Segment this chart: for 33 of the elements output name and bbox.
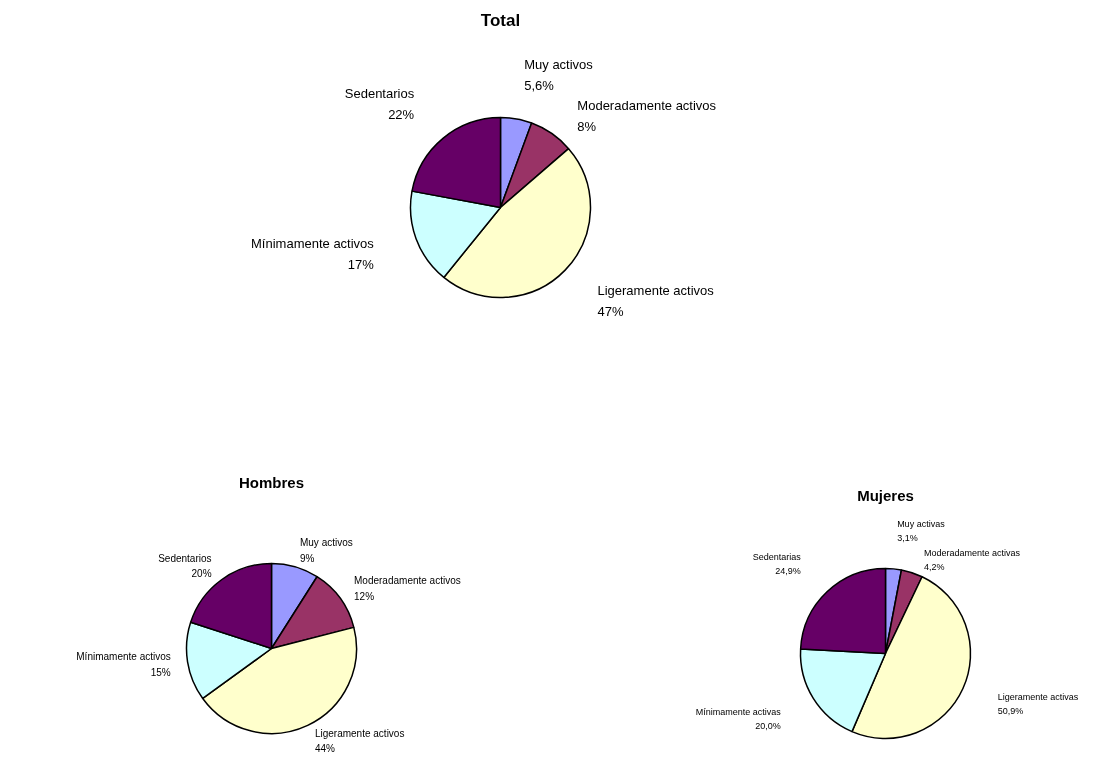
chart-title: Mujeres (857, 487, 914, 504)
slice-label: Ligeramente activos (597, 283, 715, 299)
slice-label: Mínimamente activos (251, 236, 375, 252)
slice-label: Mínimamente activos (76, 651, 171, 663)
slice-label: Muy activos (299, 537, 353, 549)
slice-label: Moderadamente activos (354, 575, 461, 587)
slice-label: Sedentarios (158, 552, 212, 564)
slice-label: Sedentarios (344, 85, 415, 101)
chart-title: Total (480, 11, 521, 30)
slice-label: Muy activos (524, 56, 594, 72)
data-label: 24,9% (775, 566, 801, 577)
data-label: 3,1% (897, 532, 918, 543)
data-label: 9% (299, 552, 315, 564)
data-label: 12% (354, 590, 375, 602)
slice-label: Sedentarias (752, 552, 802, 563)
slice-label: Moderadamente activos (577, 98, 717, 114)
data-label: 50,9% (997, 706, 1024, 717)
data-label: 17% (347, 257, 375, 273)
slice-label: Ligeramente activos (314, 727, 405, 739)
data-label: 20,0% (755, 720, 781, 731)
chart-title: Hombres (238, 474, 305, 491)
slice-label: Moderadamente activas (923, 547, 1021, 558)
data-label: 47% (597, 304, 624, 320)
data-label: 20% (191, 568, 212, 580)
data-label: 15% (150, 666, 171, 678)
data-label: 4,2% (923, 561, 945, 572)
data-label: 5,6% (524, 77, 555, 93)
data-label: 22% (388, 106, 415, 122)
data-label: 44% (314, 742, 336, 754)
slice-label: Ligeramente activas (997, 692, 1079, 703)
data-label: 8% (577, 119, 597, 135)
slice-label: Mínimamente activas (695, 706, 782, 717)
slice-label: Muy activas (897, 518, 946, 529)
